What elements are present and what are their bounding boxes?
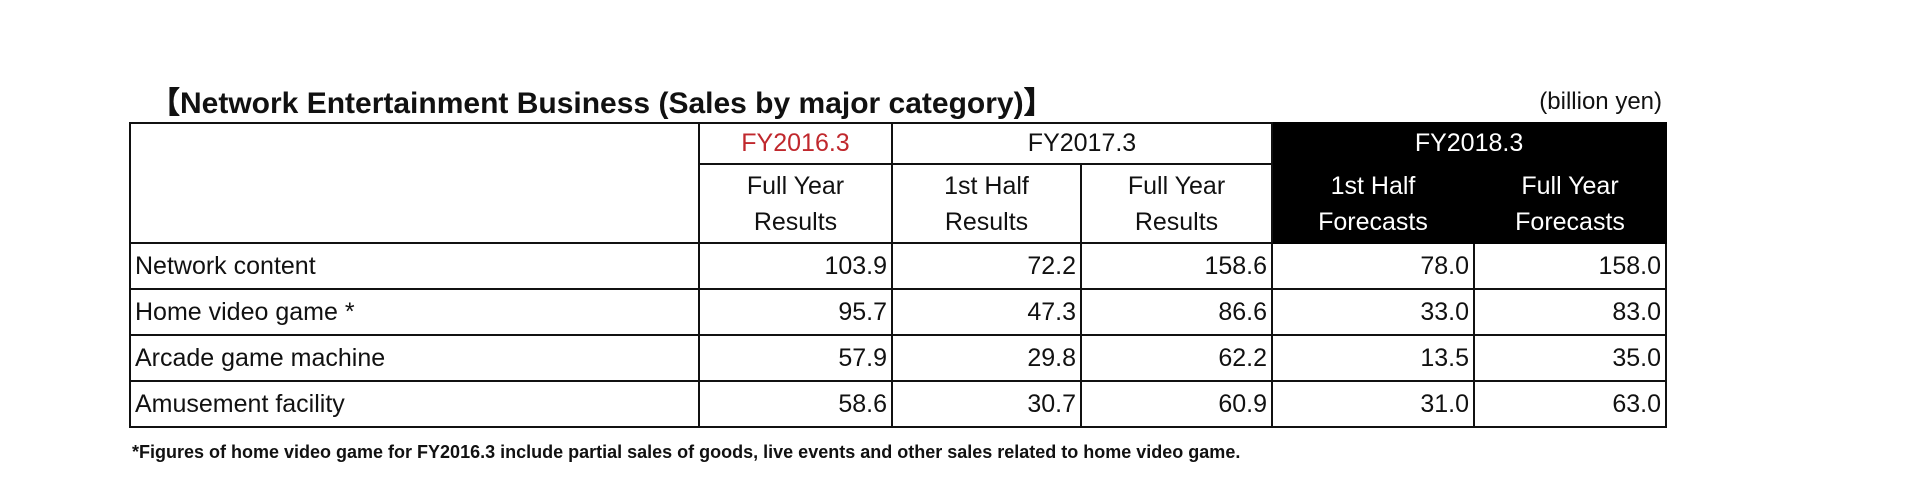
- column-header: Full Year Results: [698, 163, 893, 244]
- column-header-line: Results: [1134, 207, 1219, 236]
- column-header: 1st Half Results: [891, 163, 1082, 244]
- column-header-line: Full Year: [1127, 171, 1226, 200]
- column-header: Full Year Results: [1079, 163, 1274, 244]
- value-cell: 33.0: [1271, 288, 1476, 336]
- footnote: *Figures of home video game for FY2016.3…: [132, 442, 1241, 462]
- value-cell: 13.5: [1271, 334, 1476, 382]
- group-header: FY2016.3: [698, 122, 893, 165]
- value-cell: 47.3: [891, 288, 1082, 336]
- data-row: Home video game * 95.7 47.3 86.6 33.0 83.0: [129, 288, 1668, 336]
- column-header: Full Year Forecasts: [1473, 163, 1668, 244]
- value-cell: 158.0: [1473, 242, 1668, 290]
- value-cell: 63.0: [1473, 380, 1668, 428]
- value-cell: 29.8: [891, 334, 1082, 382]
- unit-label: (billion yen): [1539, 88, 1662, 115]
- column-header-line: 1st Half: [1330, 171, 1416, 200]
- column-header-line: Forecasts: [1318, 207, 1428, 236]
- data-row: Arcade game machine 57.9 29.8 62.2 13.5 35.0: [129, 334, 1668, 382]
- value-cell: 72.2: [891, 242, 1082, 290]
- group-header: FY2018.3: [1271, 122, 1668, 165]
- row-label: Arcade game machine: [129, 334, 700, 382]
- data-row: Network content 103.9 72.2 158.6 78.0 158.0: [129, 242, 1668, 290]
- header-row: FY2016.3 FY2017.3 FY2018.3: [129, 122, 1668, 244]
- column-header-line: Results: [944, 207, 1029, 236]
- row-label: Network content: [129, 242, 700, 290]
- value-cell: 158.6: [1079, 242, 1274, 290]
- value-cell: 78.0: [1271, 242, 1476, 290]
- value-cell: 103.9: [698, 242, 893, 290]
- value-cell: 60.9: [1079, 380, 1274, 428]
- value-cell: 83.0: [1473, 288, 1668, 336]
- value-cell: 95.7: [698, 288, 893, 336]
- data-row: Amusement facility 58.6 30.7 60.9 31.0 63.0: [129, 380, 1668, 428]
- column-header-line: Full Year: [1521, 171, 1619, 200]
- column-header-line: Full Year: [746, 171, 845, 200]
- value-cell: 58.6: [698, 380, 893, 428]
- column-header-line: Forecasts: [1515, 207, 1625, 236]
- column-header-line: 1st Half: [944, 171, 1029, 200]
- value-cell: 86.6: [1079, 288, 1274, 336]
- sales-table: FY2016.3 FY2017.3 FY2018.3 Full Year Resu…: [129, 122, 1668, 428]
- subheader-row: Full Year Results 1st Half Results Full Year…: [130, 163, 1668, 244]
- column-header: 1st Half Forecasts: [1271, 163, 1476, 244]
- title: 【Network Entertainment Business (Sales b…: [150, 87, 1054, 120]
- column-header-line: Results: [753, 207, 838, 236]
- group-header: FY2017.3: [890, 122, 1274, 165]
- corner-cell: [129, 122, 700, 244]
- row-label: Amusement facility: [129, 380, 700, 428]
- value-cell: 57.9: [698, 334, 893, 382]
- value-cell: 35.0: [1473, 334, 1668, 382]
- row-label: Home video game *: [129, 288, 700, 336]
- value-cell: 62.2: [1079, 334, 1274, 382]
- table-body: FY2016.3 FY2017.3 FY2018.3 Full Year Resu…: [129, 122, 1668, 428]
- value-cell: 31.0: [1271, 380, 1476, 428]
- value-cell: 30.7: [891, 380, 1082, 428]
